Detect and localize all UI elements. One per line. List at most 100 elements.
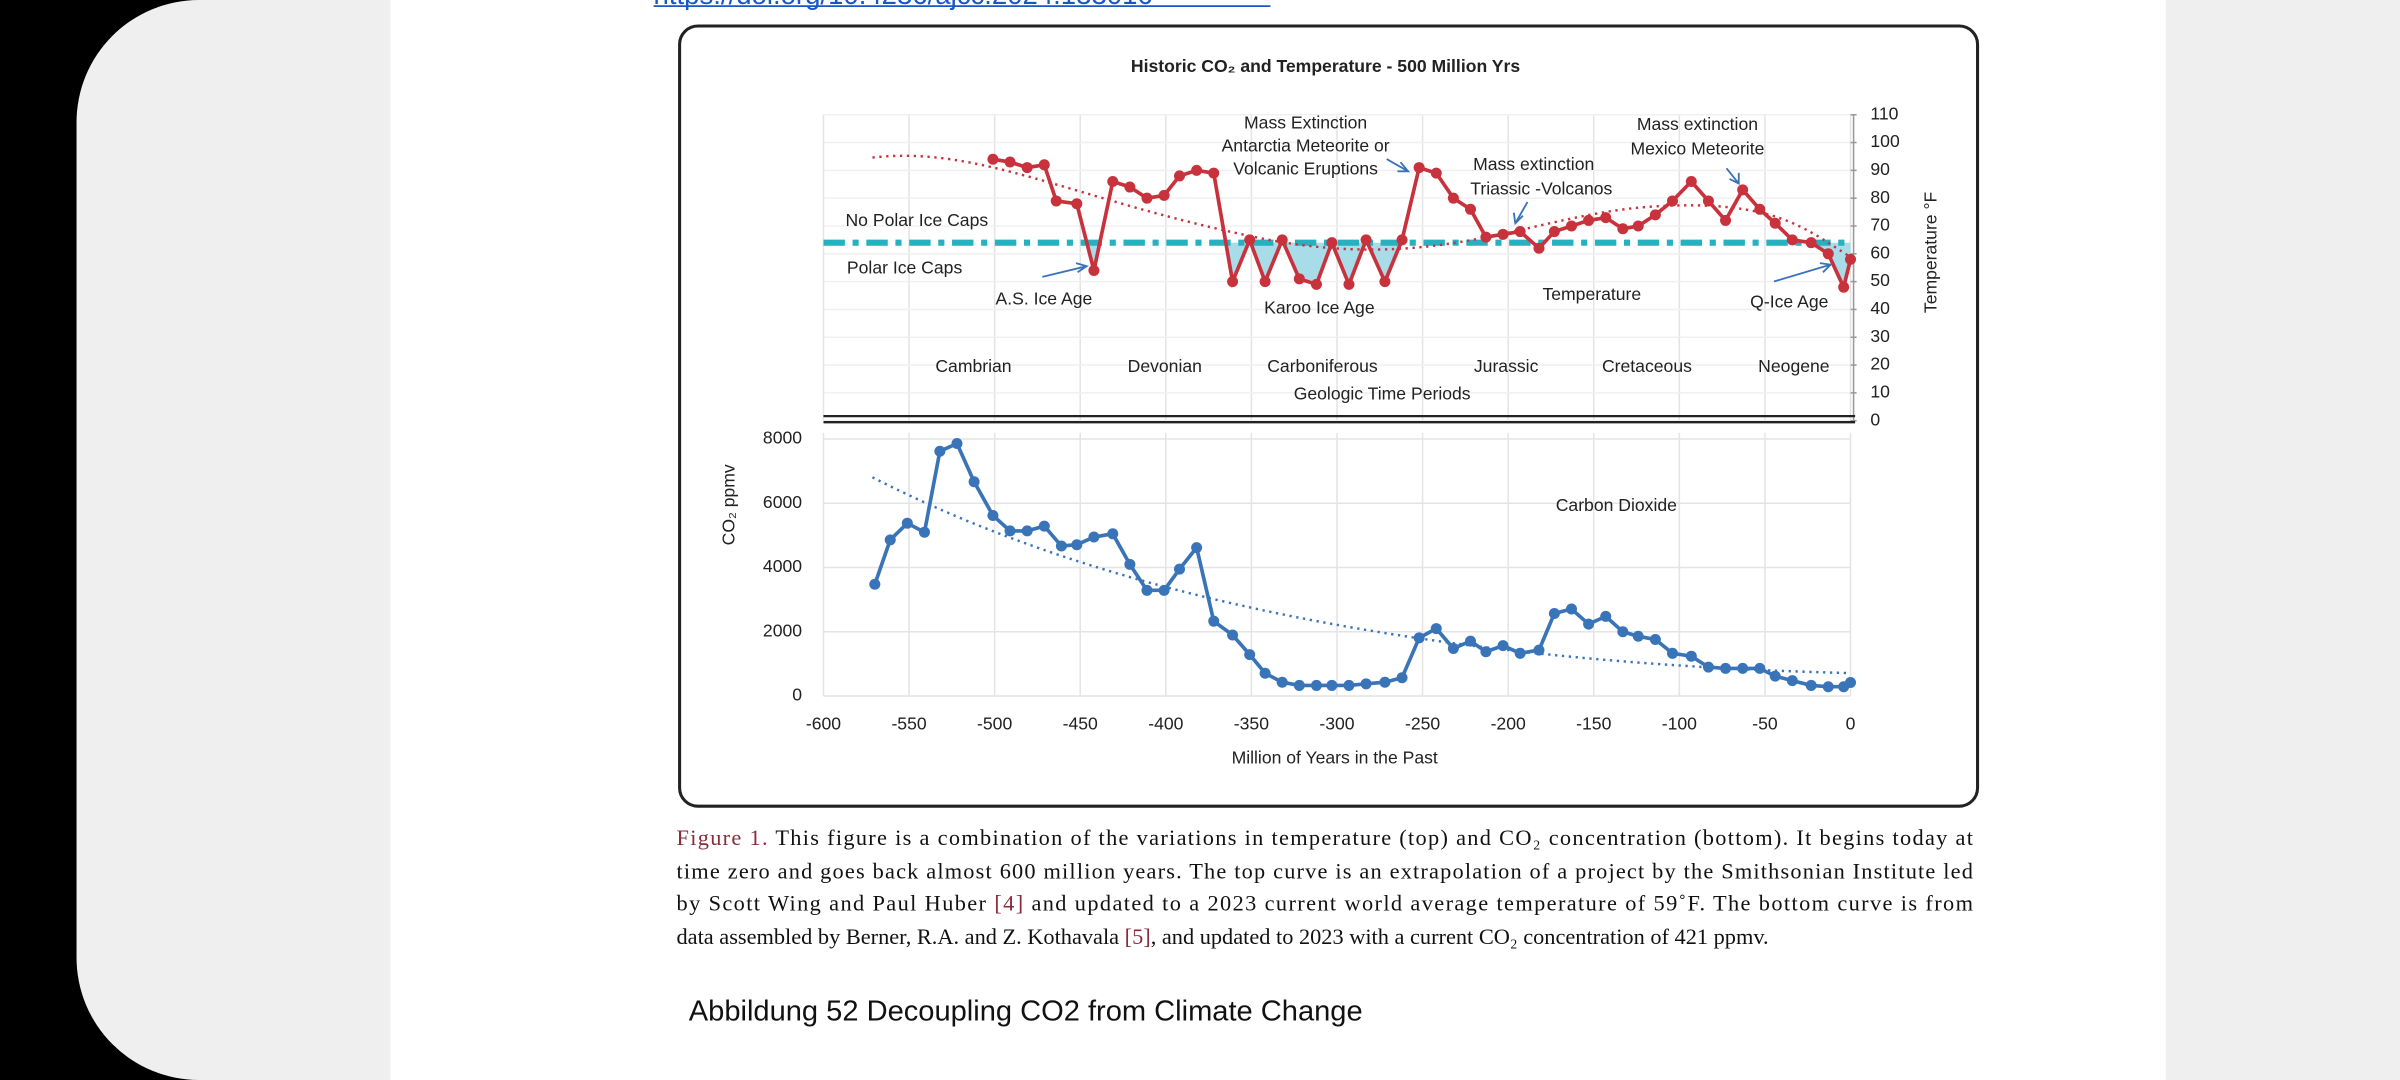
data-point [1666,195,1678,207]
data-point [1326,679,1338,691]
x-tick-label: -50 [1752,714,1778,734]
arrow [1042,262,1089,278]
figure-title: Historic CO₂ and Temperature - 500 Milli… [1131,56,1520,76]
data-point [1430,167,1442,179]
data-point [1259,667,1271,679]
caption-line: data assembled by Berner, R.A. and Z. Ko… [677,924,1769,949]
annotation: Q-Ice Age [1750,292,1828,312]
data-point [1838,281,1850,293]
y2-tick-label: 90 [1870,159,1890,179]
caption-text: , and updated to 2023 with a current CO₂… [1151,924,1769,949]
period-label: Devonian [1128,356,1202,376]
data-point [1845,253,1857,265]
data-point [1004,525,1016,537]
data-point [1447,642,1459,654]
data-point [1360,234,1372,246]
x-axis-title: Million of Years in the Past [1232,747,1438,767]
data-point [1107,175,1119,187]
data-point [1004,156,1016,168]
data-point [1088,264,1100,276]
annotation: Mass extinction [1637,114,1758,134]
y-axis-title: CO₂ ppmv [719,464,739,545]
data-point [1769,670,1781,682]
data-point [1565,603,1578,615]
caption-text: data assembled by Berner, R.A. and Z. Ko… [677,924,1125,949]
data-point [1088,531,1100,543]
y2-tick-label: 80 [1870,187,1890,207]
period-label: Cretaceous [1602,356,1692,376]
annotation: Mexico Meteorite [1631,139,1765,159]
x-tick-label: -350 [1234,714,1269,734]
data-point [1141,192,1153,204]
y2-tick-label: 40 [1870,298,1890,318]
x-tick-label: -500 [977,714,1012,734]
data-point [1786,234,1798,246]
arrow [1773,262,1833,283]
data-point [1191,164,1203,176]
data-point [1293,273,1305,285]
data-point [1310,679,1322,691]
data-point [1617,626,1629,638]
y2-tick-label: 50 [1870,270,1890,290]
y2-tick-label: 100 [1870,131,1900,151]
data-point [1805,679,1817,691]
data-point [1038,520,1050,532]
data-point [1396,672,1408,684]
data-point [1174,170,1186,182]
data-point [1600,212,1612,224]
doi-link[interactable]: https://doi.org/10.4236/ajcc.2024.133016 [654,0,1153,10]
data-point [1464,203,1477,215]
y-tick-label: 6000 [763,492,802,512]
annotation: Antarctia Meteorite or [1222,135,1390,155]
image-caption: Abbildung 52 Decoupling CO2 from Climate… [689,995,1363,1027]
annotation: Triassic -Volcanos [1470,178,1612,198]
data-point [1227,276,1239,288]
data-point [1685,175,1697,187]
data-point [1244,234,1256,246]
data-point [1754,662,1766,674]
data-point [1107,528,1119,540]
x-tick-label: -300 [1319,714,1354,734]
period-label: Neogene [1758,356,1829,376]
data-point [1430,623,1442,635]
figure: -600 -550 -500 -450 -400 -350 -300 -250 -200 -150… [719,103,1941,767]
ice-label: No Polar Ice Caps [845,210,988,230]
data-point [1343,679,1355,691]
data-point [1413,162,1425,174]
data-point [1514,647,1526,659]
data-point [1071,539,1083,551]
data-point [884,534,896,546]
data-point [1769,217,1781,229]
data-point [1447,192,1459,204]
data-point [1071,198,1083,210]
data-point [1480,646,1492,658]
data-point [1021,162,1033,174]
data-point [1227,629,1239,641]
data-point [1565,220,1578,232]
x-tick-label: 0 [1846,714,1856,734]
data-point [1158,584,1170,596]
data-point [1822,681,1834,693]
data-point [901,517,913,529]
y2-tick-label: 70 [1870,215,1890,235]
caption-line: time zero and goes back almost 600 milli… [677,859,1973,884]
caption-label: Figure 1. [677,825,768,850]
data-point [1141,584,1153,596]
data-point [951,438,963,450]
data-point [1548,226,1560,238]
y2-tick-label: 20 [1870,354,1890,374]
data-point [1600,610,1612,622]
period-label: Jurassic [1474,356,1539,376]
data-point [1038,159,1050,171]
caption-line: Figure 1. This figure is a combination o… [677,825,1974,850]
data-point [1396,234,1408,246]
data-point [1497,640,1509,652]
data-point [1208,615,1220,627]
data-point [1276,676,1288,688]
data-point [987,509,999,522]
x-tick-label: -250 [1405,714,1440,734]
data-point [1583,618,1595,630]
y2-axis-title: Temperature °F [1920,192,1940,314]
caption-text: time zero and goes back almost 600 milli… [677,859,1973,884]
arrows [1042,158,1833,283]
